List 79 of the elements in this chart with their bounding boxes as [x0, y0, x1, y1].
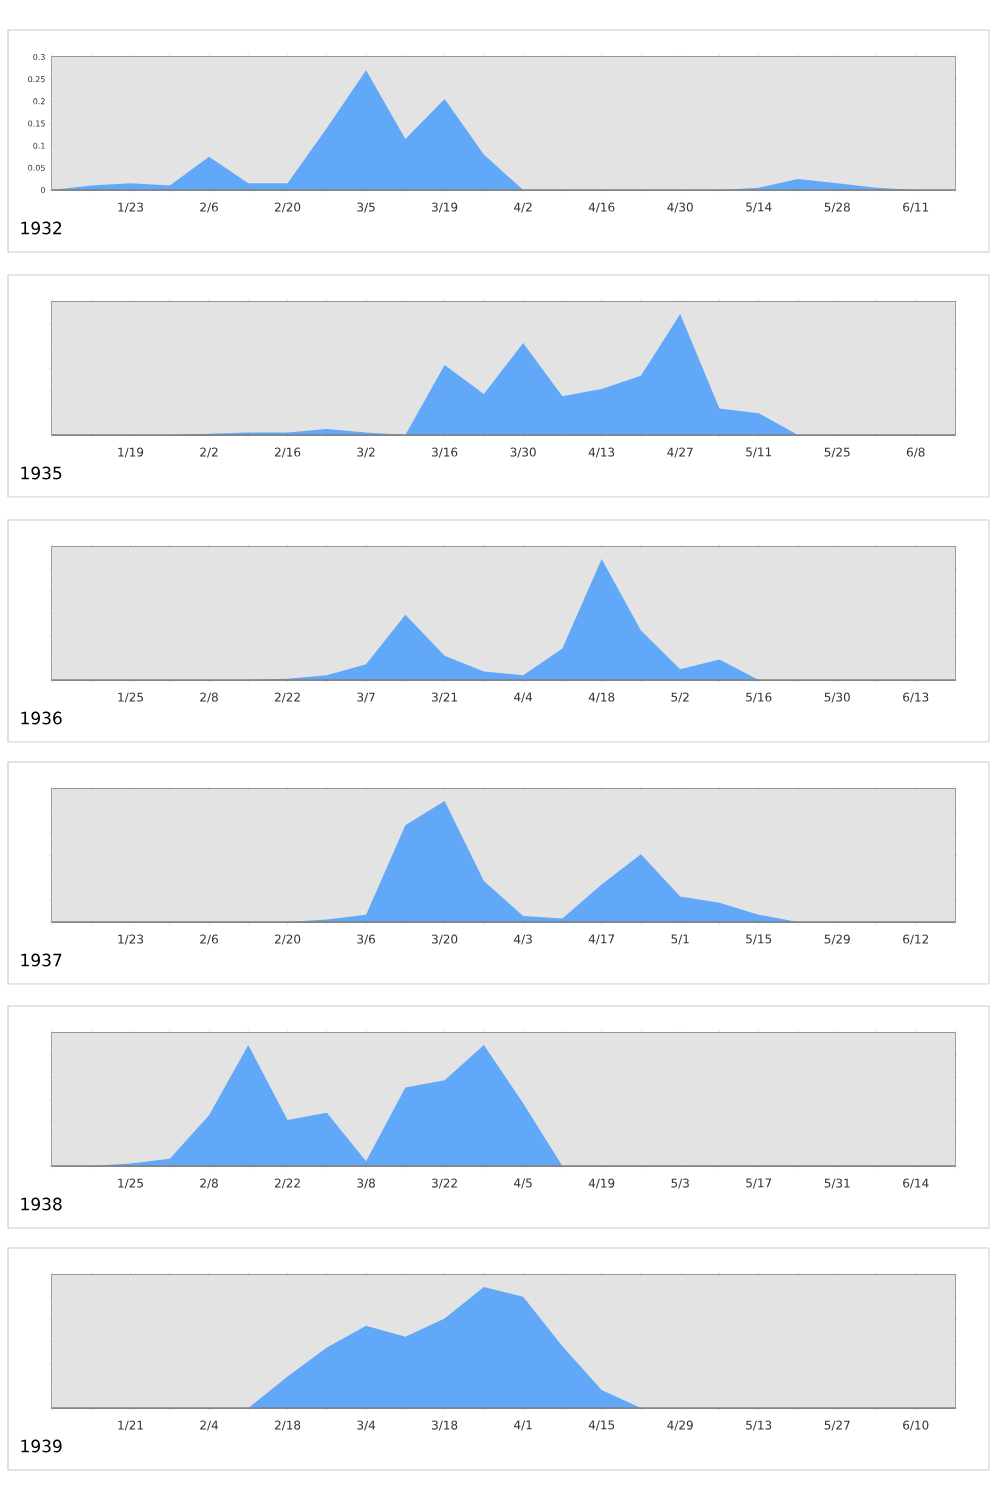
x-tick-label: 4/17	[588, 934, 615, 945]
x-tick-label: 6/11	[903, 202, 929, 213]
x-tick-label: 5/29	[824, 934, 851, 945]
text: 1935	[21, 466, 62, 480]
text: 1938	[21, 1197, 62, 1211]
x-tick-label: 4/19	[588, 1178, 615, 1189]
x-tick-label: 4/1	[514, 1420, 532, 1431]
x-tick-label: 6/14	[903, 1178, 929, 1189]
x-tick-label: 2/18	[275, 1420, 301, 1431]
x-tick-label: 4/16	[588, 202, 615, 213]
x-tick-label: 5/17	[746, 1178, 772, 1189]
x-tick-label: 5/2	[671, 692, 689, 703]
x-tick-label: 3/7	[357, 692, 375, 703]
x-tick-label: 3/30	[510, 447, 537, 458]
x-tick-label: 1/21	[118, 1420, 144, 1431]
x-tick-label: 2/8	[200, 1178, 219, 1189]
x-tick-label: 4/18	[588, 692, 615, 703]
x-tick-label: 2/20	[275, 202, 301, 213]
x-tick-label: 3/2	[357, 447, 375, 458]
x-tick-label: 3/6	[357, 934, 376, 945]
y-tick-label: 0.3	[33, 53, 46, 61]
x-tick-label: 3/20	[432, 934, 458, 945]
x-tick-label: 3/8	[357, 1178, 376, 1189]
x-tick-label: 4/13	[588, 447, 615, 458]
x-tick-label: 1/19	[118, 447, 144, 458]
x-tick-label: 5/14	[746, 202, 772, 213]
x-tick-label: 2/20	[275, 934, 301, 945]
x-tick-label: 5/16	[746, 692, 772, 703]
x-tick-label: 5/11	[746, 447, 772, 458]
x-tick-label: 2/4	[200, 1420, 219, 1431]
x-tick-label: 5/1	[671, 934, 689, 945]
x-tick-label: 5/28	[824, 202, 851, 213]
x-tick-label: 3/5	[357, 202, 375, 213]
x-tick-label: 2/8	[200, 692, 219, 703]
x-tick-label: 2/6	[200, 934, 219, 945]
y-tick-label: 0.05	[28, 164, 45, 171]
y-tick-label: 0.15	[28, 120, 45, 127]
x-tick-label: 1/25	[118, 692, 144, 703]
x-tick-label: 2/2	[200, 447, 218, 458]
x-tick-label: 3/21	[432, 692, 458, 703]
x-tick-label: 3/19	[432, 202, 458, 213]
x-tick-label: 2/22	[275, 1178, 301, 1189]
x-tick-label: 2/16	[275, 447, 301, 458]
x-tick-label: 5/25	[824, 447, 850, 458]
y-tick-label: 0	[41, 186, 46, 194]
x-tick-label: 3/16	[432, 447, 458, 458]
x-tick-label: 4/4	[514, 692, 533, 703]
x-tick-label: 1/23	[118, 202, 144, 213]
x-tick-label: 6/8	[907, 447, 925, 458]
x-tick-label: 6/12	[903, 934, 929, 945]
x-tick-label: 2/22	[275, 692, 301, 703]
x-tick-label: 2/6	[200, 202, 219, 213]
x-tick-label: 3/4	[357, 1420, 376, 1431]
text: 1937	[21, 953, 62, 967]
x-tick-label: 5/31	[824, 1178, 850, 1189]
x-tick-label: 4/29	[667, 1420, 694, 1431]
x-tick-label: 4/3	[514, 934, 533, 945]
text: 1939	[21, 1439, 62, 1453]
x-tick-label: 4/30	[667, 202, 694, 213]
y-tick-label: 0.1	[33, 142, 45, 149]
y-tick-label: 0.25	[28, 76, 45, 83]
x-tick-label: 4/15	[588, 1420, 615, 1431]
x-tick-label: 1/23	[118, 934, 144, 945]
x-tick-label: 5/13	[746, 1420, 772, 1431]
x-tick-label: 6/10	[903, 1420, 929, 1431]
x-tick-label: 5/3	[671, 1178, 690, 1189]
x-tick-label: 4/27	[667, 447, 693, 458]
x-tick-label: 3/22	[432, 1178, 458, 1189]
y-tick-label: 0.2	[33, 98, 45, 105]
x-tick-label: 3/18	[432, 1420, 458, 1431]
x-tick-label: 4/5	[514, 1178, 532, 1189]
x-tick-label: 5/30	[824, 692, 851, 703]
x-tick-label: 1/25	[118, 1178, 144, 1189]
x-tick-label: 6/13	[903, 692, 929, 703]
x-tick-label: 4/2	[514, 202, 532, 213]
text: 1936	[21, 711, 62, 725]
x-tick-label: 5/15	[746, 934, 772, 945]
text: 1932	[21, 221, 62, 235]
x-tick-label: 5/27	[824, 1420, 850, 1431]
